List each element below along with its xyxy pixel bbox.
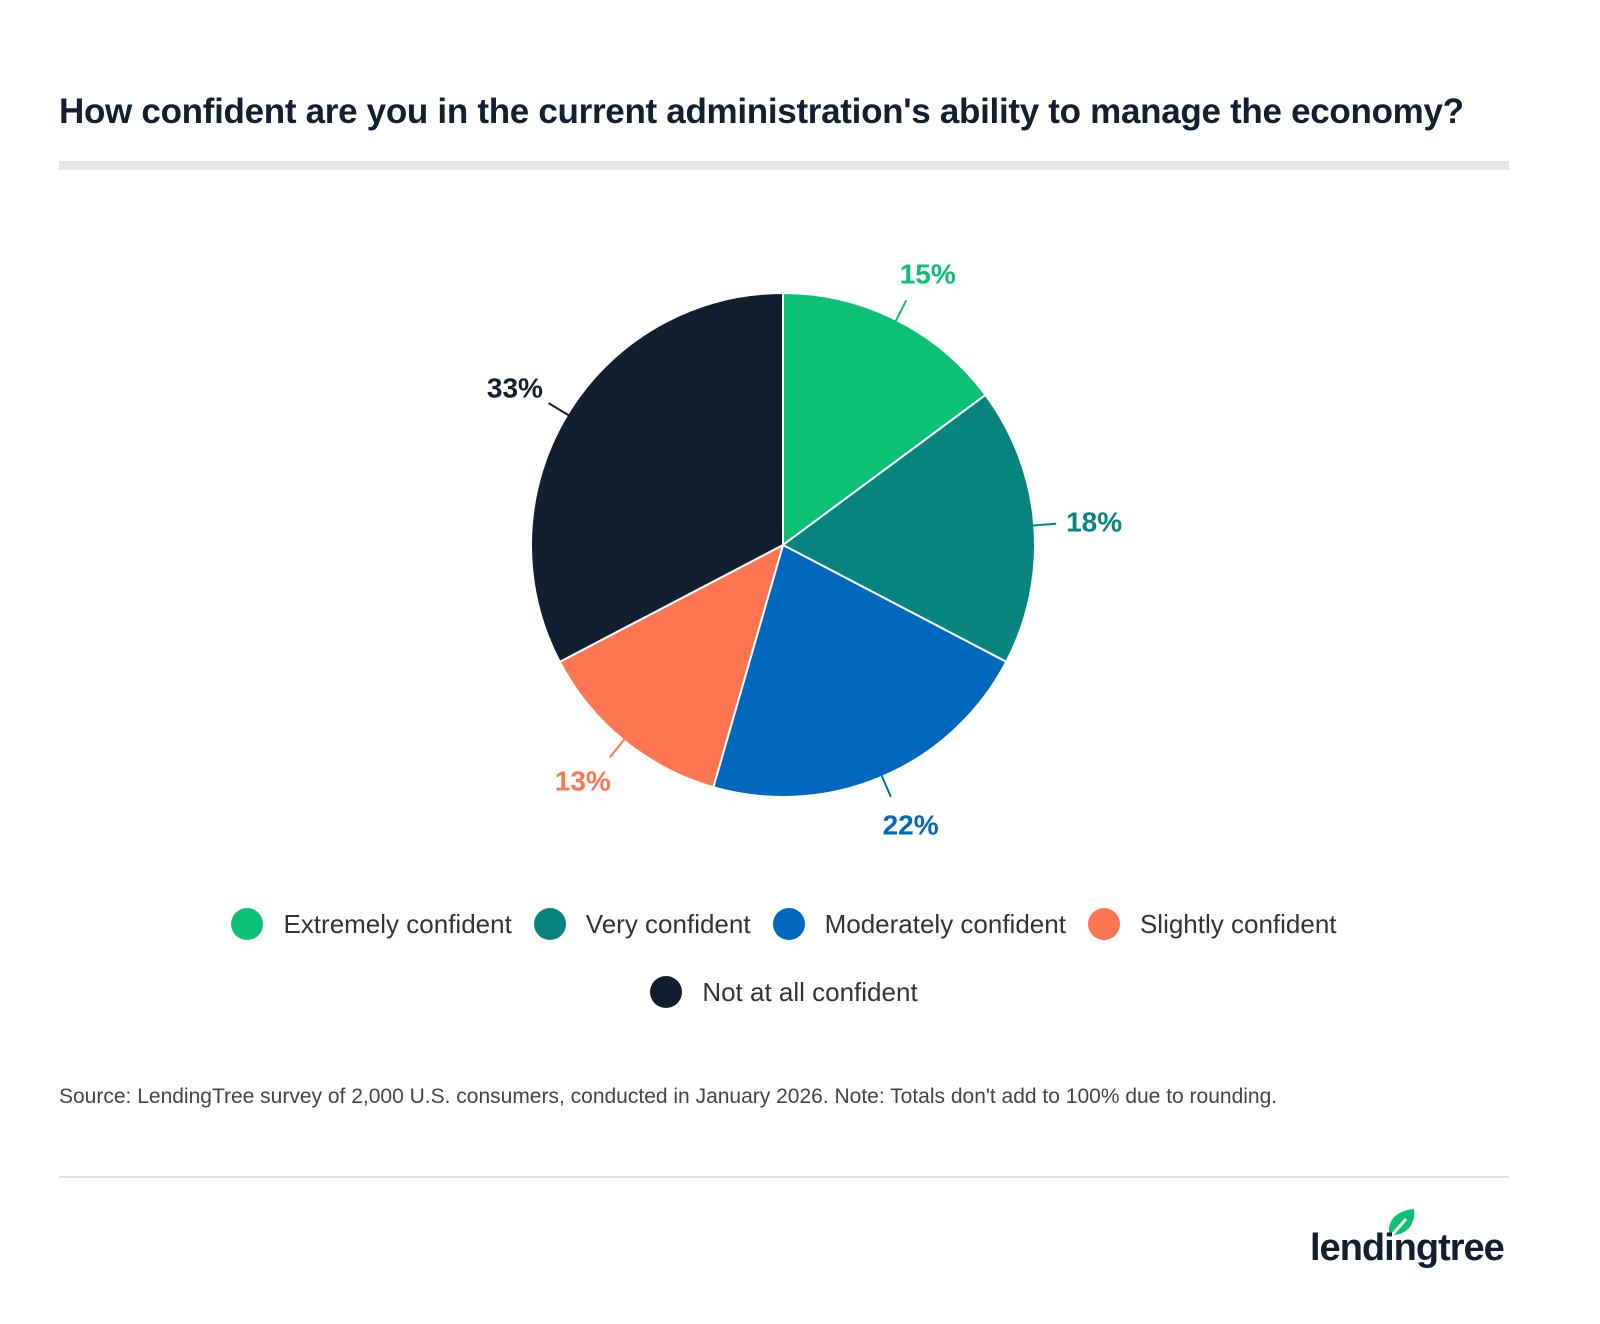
legend-label: Extremely confident [283, 908, 512, 939]
leader-line [892, 299, 908, 326]
legend-label: Not at all confident [702, 976, 918, 1007]
data-label: 15% [900, 258, 956, 289]
data-label: 22% [883, 809, 939, 840]
leader-line [548, 402, 574, 419]
chart-title: How confident are you in the current adm… [59, 92, 1464, 131]
legend-swatch [650, 976, 683, 1008]
data-label: 13% [555, 766, 611, 797]
legend-swatch [533, 908, 566, 940]
legend-item-not-at-all-confident: Not at all confident [650, 976, 918, 1008]
leaf-icon [1389, 1209, 1415, 1237]
lendingtree-logo: lendingtree [1310, 1205, 1510, 1275]
legend-label: Moderately confident [824, 908, 1066, 939]
data-label: 33% [487, 373, 543, 404]
pie-chart: 15% 18% 22% 13% 33% [487, 258, 1122, 840]
legend-item-moderately-confident: Moderately confident [772, 908, 1066, 940]
legend-row-2: Not at all confident [0, 976, 1568, 1008]
legend-label: Slightly confident [1139, 908, 1337, 939]
source-note: Source: LendingTree survey of 2,000 U.S.… [59, 1085, 1278, 1108]
legend-swatch [1087, 908, 1120, 940]
leader-line [1028, 522, 1057, 527]
legend-label: Very confident [585, 908, 751, 939]
footer-divider [59, 1176, 1509, 1178]
leader-line [878, 770, 892, 798]
title-divider [59, 161, 1509, 170]
legend-row-1: Extremely confident Very confident Moder… [0, 908, 1568, 940]
legend-swatch [772, 908, 805, 940]
legend-item-extremely-confident: Extremely confident [231, 908, 512, 940]
legend-item-slightly-confident: Slightly confident [1087, 908, 1337, 940]
legend-item-very-confident: Very confident [533, 908, 751, 940]
leader-line [609, 734, 629, 758]
legend-swatch [231, 908, 264, 940]
logo-text: lendingtree [1310, 1227, 1505, 1269]
data-label: 18% [1066, 506, 1122, 537]
